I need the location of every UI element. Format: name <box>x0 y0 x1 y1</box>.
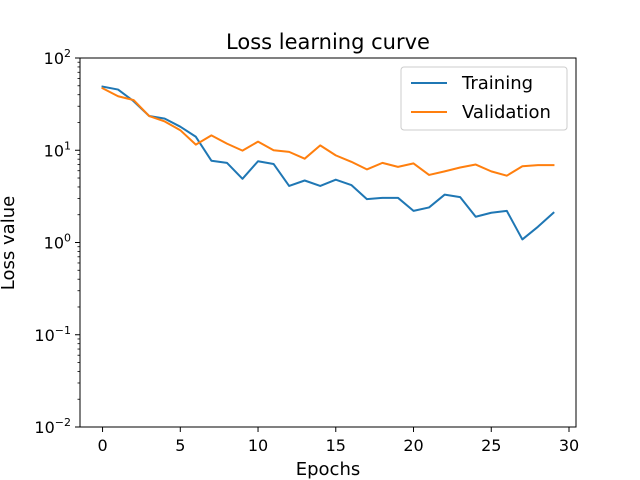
x-tick-label: 5 <box>175 436 185 455</box>
x-tick-label: 0 <box>97 436 107 455</box>
x-axis-title: Epochs <box>296 459 361 480</box>
y-axis-title: Loss value <box>0 196 19 290</box>
series-line-training <box>101 85 555 241</box>
y-tick-label: 10−1 <box>34 324 71 345</box>
y-tick-label: 102 <box>44 47 71 68</box>
y-tick-label: 100 <box>44 232 71 253</box>
y-tick-label: 10−2 <box>34 416 71 437</box>
y-tick-label: 101 <box>44 139 71 160</box>
legend-label-training: Training <box>461 73 533 94</box>
legend: Training Validation <box>400 66 568 131</box>
series-layer <box>101 85 555 241</box>
x-tick-label: 10 <box>248 436 268 455</box>
x-tick-label: 20 <box>403 436 423 455</box>
y-axis: 10−2 10−1 100 101 102 <box>34 47 80 437</box>
x-tick-label: 15 <box>326 436 346 455</box>
series-line-validation <box>101 86 555 177</box>
x-tick-label: 30 <box>559 436 579 455</box>
legend-label-validation: Validation <box>462 102 551 123</box>
x-tick-label: 25 <box>481 436 501 455</box>
x-axis: 0 5 10 15 20 25 30 <box>97 427 579 455</box>
chart-title: Loss learning curve <box>226 30 430 54</box>
